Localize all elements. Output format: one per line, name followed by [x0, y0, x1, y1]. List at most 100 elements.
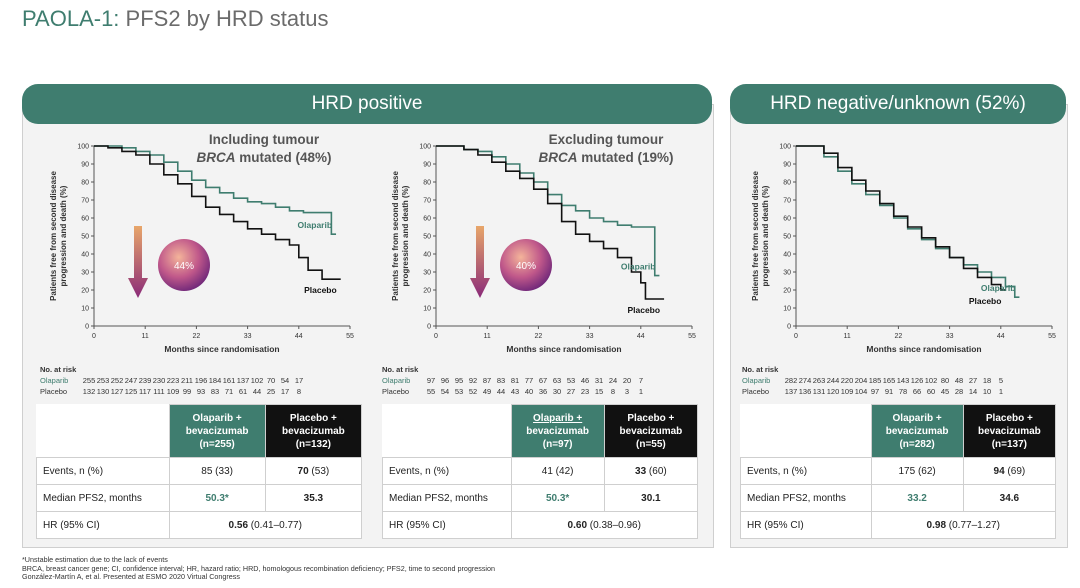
- y-tick-label: 90: [423, 162, 431, 169]
- hr-reduction-label: 40%: [516, 261, 536, 272]
- risk-value: 52: [468, 387, 478, 396]
- col-ola-line3: (n=282): [899, 438, 935, 450]
- hr-point: 0.56: [228, 519, 249, 531]
- risk-value: 53: [454, 387, 464, 396]
- risk-row-values: 255253252247239230223 211 196184161137102 7…: [82, 376, 306, 385]
- risk-value: 46: [580, 376, 590, 385]
- col-ola-line3: (n=255): [199, 438, 235, 450]
- y-tick-label: 80: [81, 180, 89, 187]
- col-pla-line1: Placebo +: [985, 412, 1033, 424]
- risk-value: 184: [208, 376, 222, 385]
- x-tick-label: 11: [484, 333, 491, 340]
- risk-value: 165: [882, 376, 896, 385]
- col-ola-line3: (n=97): [542, 438, 573, 450]
- col-pla-line3: (n=132): [295, 438, 332, 450]
- y-tick-label: 80: [783, 180, 791, 187]
- hr-label: HR (95% CI): [36, 511, 170, 539]
- results-table-hrd-negative: Olaparib + bevacizumab (n=282) Placebo + be…: [740, 404, 1057, 539]
- risk-value: 77: [524, 376, 534, 385]
- col-ola-line1: Olaparib +: [192, 412, 242, 424]
- risk-value: 1: [638, 387, 644, 396]
- y-tick-label: 10: [81, 306, 89, 313]
- risk-value: 131: [812, 387, 826, 396]
- events-label: Events, n (%): [36, 457, 170, 485]
- risk-value: 211: [181, 376, 193, 385]
- risk-row-values: 282274263244220204185165143126102 80 48 27 1…: [784, 376, 1008, 385]
- col-header-olaparib: Olaparib + bevacizumab (n=255): [168, 404, 266, 458]
- risk-value: 8: [610, 387, 616, 396]
- col-ola-line2: bevacizumab: [185, 425, 249, 437]
- hr-point: 0.98: [926, 519, 947, 531]
- km-plot-hrd-negative: 0 10 20 30 40 50 60 70 80 90 100 0 11 22 33 44 55 Months …: [751, 144, 1056, 355]
- hr-ci: (0.77–1.27): [946, 519, 1000, 531]
- subgroup-title-line1: Including tumour: [209, 132, 320, 147]
- hr-point: 0.60: [567, 519, 588, 531]
- y-tick-label: 60: [423, 216, 431, 223]
- risk-value: 263: [812, 376, 826, 385]
- risk-value: 111: [153, 387, 165, 396]
- risk-value: 66: [912, 387, 922, 396]
- y-tick-label: 40: [423, 252, 431, 259]
- risk-value: 18: [982, 376, 992, 385]
- legend-placebo: Placebo: [627, 305, 660, 315]
- risk-table-excluding: No. at risk Olaparib 97 96 95 92 87 83 81 77 67 63 5…: [382, 364, 648, 397]
- x-tick-label: 22: [895, 333, 903, 340]
- series-placebo-line: [436, 145, 665, 300]
- risk-row-values: 55 54 53 52 49 44 43 40 36 30 27 23 15 8 3 1: [424, 387, 648, 396]
- risk-value: 53: [566, 376, 576, 385]
- risk-value: 161: [222, 376, 236, 385]
- risk-value: 96: [440, 376, 450, 385]
- risk-row-label: Placebo: [382, 387, 410, 396]
- median-placebo: 35.3: [264, 484, 363, 512]
- col-pla-line2: bevacizumab: [281, 425, 345, 437]
- x-tick-label: 11: [142, 333, 149, 340]
- median-placebo: 34.6: [962, 484, 1057, 512]
- risk-value: 92: [468, 376, 478, 385]
- events-pla-n: 94: [993, 465, 1005, 477]
- risk-value: 244: [826, 376, 840, 385]
- series-olaparib-line: [94, 145, 337, 235]
- risk-value: 3: [624, 387, 630, 396]
- subgroup-percent-text: mutated (48%): [235, 150, 331, 165]
- risk-value: 274: [798, 376, 812, 385]
- brca-text: BRCA: [196, 150, 235, 165]
- subgroup-title-line1: Excluding tumour: [549, 132, 664, 147]
- risk-value: 143: [896, 376, 910, 385]
- risk-value: 97: [426, 376, 436, 385]
- events-label: Events, n (%): [382, 457, 512, 485]
- risk-row-placebo: Placebo 132130127125 117 111 109 99 93 83 71 61 44…: [40, 386, 306, 397]
- risk-row-values: 97 96 95 92 87 83 81 77 67 63 53 46 31 24 20 7: [424, 376, 648, 385]
- y-axis-label-line2: progression and death (%): [401, 185, 410, 286]
- events-pla-p: (69): [1004, 465, 1026, 477]
- events-pla-n: 70: [297, 465, 309, 477]
- risk-value: 117: [139, 387, 151, 396]
- risk-value: 255: [82, 376, 96, 385]
- risk-value: 93: [196, 387, 206, 396]
- series-olaparib-line: [436, 145, 660, 277]
- events-olaparib: 41 (42): [510, 457, 605, 485]
- col-pla-line2: bevacizumab: [619, 425, 683, 437]
- y-tick-label: 10: [423, 306, 431, 313]
- legend-olaparib: Olaparib: [298, 220, 332, 230]
- y-axis-label-line2: progression and death (%): [59, 185, 68, 286]
- col-header-placebo: Placebo + bevacizumab (n=137): [962, 404, 1057, 458]
- risk-value: 31: [594, 376, 604, 385]
- median-label: Median PFS2, months: [36, 484, 170, 512]
- y-tick-label: 90: [81, 162, 89, 169]
- risk-table-including: No. at risk Olaparib 255253252247239230223…: [40, 364, 306, 397]
- risk-value: 130: [96, 387, 110, 396]
- risk-value: 36: [538, 387, 548, 396]
- risk-value: 109: [840, 387, 854, 396]
- x-tick-label: 0: [434, 333, 438, 340]
- risk-value: 7: [638, 376, 644, 385]
- risk-value: 247: [124, 376, 138, 385]
- hr-value: 0.56 (0.41–0.77): [168, 511, 362, 539]
- risk-value: 220: [840, 376, 854, 385]
- series-placebo-line: [94, 145, 341, 280]
- risk-value: 71: [224, 387, 234, 396]
- risk-value: 102: [250, 376, 264, 385]
- col-pla-line1: Placebo +: [289, 412, 337, 424]
- risk-value: 83: [210, 387, 220, 396]
- risk-value: 125: [124, 387, 138, 396]
- y-tick-label: 60: [81, 216, 89, 223]
